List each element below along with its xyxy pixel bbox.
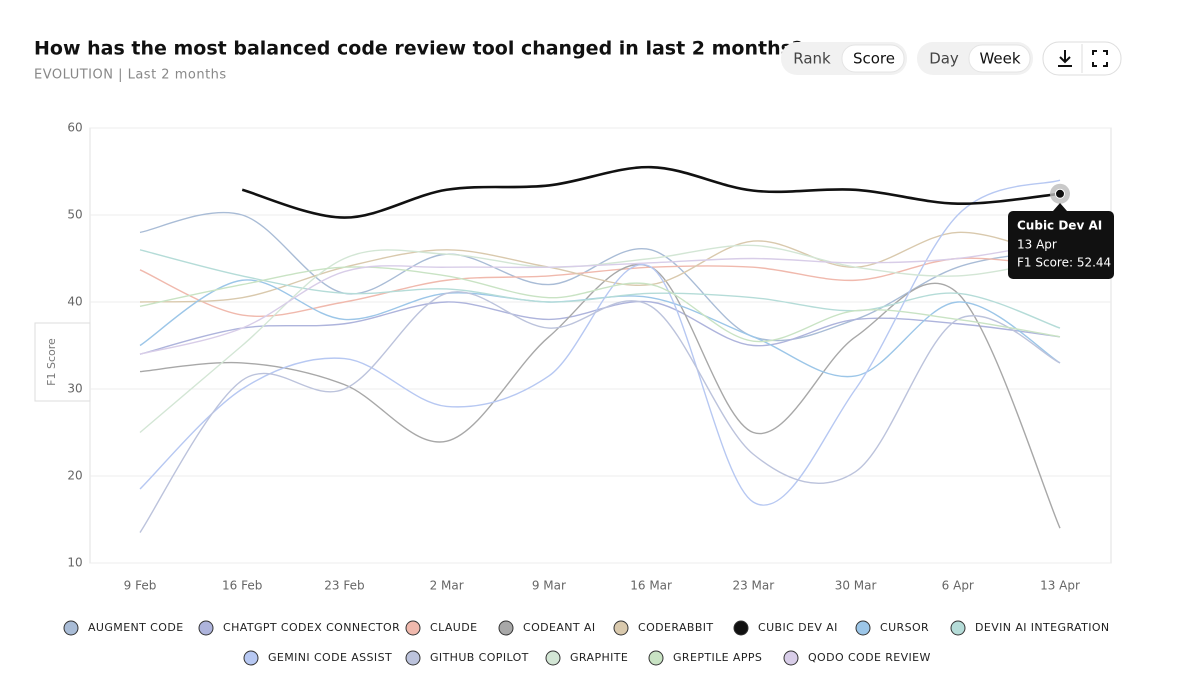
tooltip-arrow bbox=[1053, 203, 1067, 211]
legend-icon bbox=[733, 620, 749, 636]
legend-icon bbox=[405, 650, 421, 666]
legend-icon bbox=[243, 650, 259, 666]
x-tick-label: 2 Mar bbox=[430, 579, 464, 593]
series-line bbox=[139, 279, 1061, 378]
y-axis-label: F1 Score bbox=[45, 338, 58, 386]
y-label-box bbox=[34, 322, 91, 402]
tooltip-date: 13 Apr bbox=[1017, 238, 1057, 252]
week-button[interactable]: Week bbox=[979, 50, 1020, 68]
legend-icon bbox=[405, 620, 421, 636]
download-button[interactable] bbox=[1058, 50, 1072, 67]
legend-label: CLAUDE bbox=[430, 621, 477, 634]
y-tick-label: 50 bbox=[67, 208, 82, 222]
tooltip bbox=[1008, 211, 1114, 279]
active-toggle bbox=[968, 44, 1031, 73]
x-tick-label: 9 Feb bbox=[124, 579, 157, 593]
x-tick-label: 6 Apr bbox=[942, 579, 974, 593]
legend-label: QODO CODE REVIEW bbox=[808, 651, 931, 664]
legend-label: CURSOR bbox=[880, 621, 929, 634]
tooltip-title: Cubic Dev AI bbox=[1017, 219, 1102, 233]
series-line bbox=[139, 257, 1061, 318]
fullscreen-button[interactable] bbox=[1092, 50, 1108, 67]
legend-label: CUBIC DEV AI bbox=[758, 621, 838, 634]
legend-icon bbox=[198, 620, 214, 636]
series-line bbox=[241, 165, 1061, 219]
score-button[interactable]: Score bbox=[853, 50, 895, 68]
day-button[interactable]: Day bbox=[929, 50, 959, 68]
y-tick-label: 10 bbox=[67, 556, 82, 570]
x-tick-label: 9 Mar bbox=[532, 579, 566, 593]
x-tick-label: 13 Apr bbox=[1040, 579, 1080, 593]
hover-point bbox=[1055, 188, 1065, 199]
legend-label: AUGMENT CODE bbox=[88, 621, 184, 634]
rank-button[interactable]: Rank bbox=[793, 50, 831, 68]
legend-icon bbox=[648, 650, 664, 666]
y-tick-label: 60 bbox=[67, 121, 82, 135]
legend-label: GEMINI CODE ASSIST bbox=[268, 651, 392, 664]
y-tick-label: 30 bbox=[67, 382, 82, 396]
legend-label: GREPTILE APPS bbox=[673, 651, 762, 664]
legend-label: GITHUB COPILOT bbox=[430, 651, 529, 664]
legend-label: CHATGPT CODEX CONNECTOR bbox=[223, 621, 400, 634]
legend-icon bbox=[63, 620, 79, 636]
series-line bbox=[139, 244, 1061, 434]
series-line bbox=[139, 291, 1061, 533]
x-tick-label: 16 Feb bbox=[222, 579, 262, 593]
series-line bbox=[139, 231, 1061, 303]
x-tick-label: 23 Feb bbox=[324, 579, 364, 593]
x-tick-label: 23 Mar bbox=[732, 579, 774, 593]
y-tick-label: 20 bbox=[67, 469, 82, 483]
x-tick-label: 30 Mar bbox=[835, 579, 877, 593]
x-tick-label: 16 Mar bbox=[630, 579, 672, 593]
legend-label: DEVIN AI INTEGRATION bbox=[975, 621, 1110, 634]
series-line bbox=[139, 266, 1061, 343]
active-toggle bbox=[841, 44, 905, 73]
legend-icon bbox=[950, 620, 966, 636]
series-line bbox=[139, 179, 1061, 506]
chart-subtitle: EVOLUTION | Last 2 months bbox=[34, 68, 227, 83]
legend-label: GRAPHITE bbox=[570, 651, 628, 664]
series-line bbox=[139, 240, 1061, 355]
series-line bbox=[139, 249, 1061, 329]
legend-icon bbox=[855, 620, 871, 636]
chart-title: How has the most balanced code review to… bbox=[34, 38, 803, 60]
tooltip-value: F1 Score: 52.44 bbox=[1017, 256, 1111, 270]
legend-icon bbox=[613, 620, 629, 636]
legend-icon bbox=[783, 650, 799, 666]
legend-icon bbox=[545, 650, 561, 666]
legend-icon bbox=[498, 620, 514, 636]
legend-label: CODEANT AI bbox=[523, 621, 596, 634]
series-line bbox=[139, 300, 1061, 355]
legend-label: CODERABBIT bbox=[638, 621, 714, 634]
y-tick-label: 40 bbox=[67, 295, 82, 309]
